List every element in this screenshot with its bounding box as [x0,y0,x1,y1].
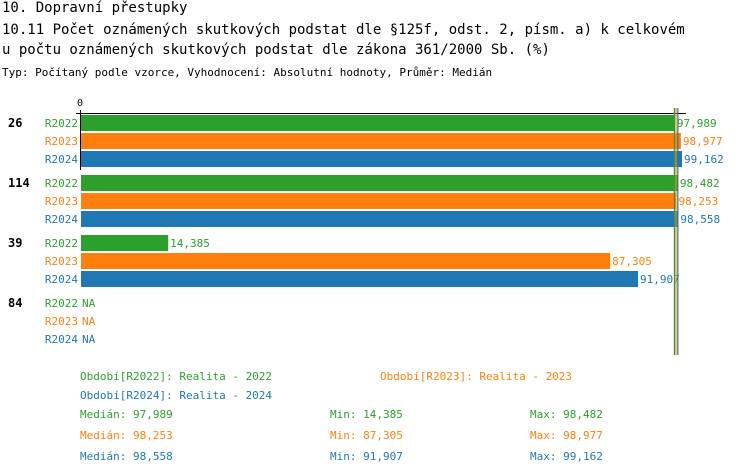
series-label: R2022 [45,177,78,190]
stat-max-r2024: Max: 99,162 [530,450,603,463]
bar [81,151,682,167]
legend-r2023: Období[R2023]: Realita - 2023 [380,370,573,383]
data-label: NA [82,297,96,310]
data-label: NA [82,315,96,328]
data-label: 98,558 [680,213,720,226]
category-label: 114 [8,176,30,190]
x-tick-label: 0 [77,98,83,109]
bar [81,193,677,209]
chart-title: 10.11 Počet oznámených skutkových podsta… [2,22,685,38]
series-label: R2022 [45,117,78,130]
stat-median-r2022: Medián: 97,989 [80,408,173,421]
data-label: 99,162 [684,153,724,166]
chart-title-cont: u počtu oznámených skutkových podstat dl… [2,42,550,58]
data-label: 97,989 [677,117,717,130]
series-label: R2023 [45,195,78,208]
data-label: 87,305 [612,255,652,268]
series-label: R2022 [45,237,78,250]
bar [81,271,639,287]
stat-min-r2024: Min: 91,907 [330,450,403,463]
data-label: 91,907 [640,273,680,286]
bar [81,253,611,269]
chart-subtitle: Typ: Počítaný podle vzorce, Vyhodnocení:… [2,66,493,79]
data-label: 98,253 [678,195,718,208]
category-label: 39 [8,236,22,250]
stat-min-r2023: Min: 87,305 [330,429,403,442]
bar [81,115,675,131]
series-label: R2023 [45,255,78,268]
stat-max-r2023: Max: 98,977 [530,429,603,442]
data-label: 14,385 [170,237,210,250]
legend-r2022: Období[R2022]: Realita - 2022 [80,370,273,383]
series-label: R2024 [45,273,78,286]
stat-median-r2024: Medián: 98,558 [80,450,173,463]
series-label: R2023 [45,135,78,148]
series-label: R2024 [45,153,78,166]
stat-max-r2022: Max: 98,482 [530,408,603,421]
bar [81,133,681,149]
bar [81,235,169,251]
bar [81,211,679,227]
data-label: 98,977 [683,135,723,148]
data-label: NA [82,333,96,346]
stat-min-r2022: Min: 14,385 [330,408,403,421]
category-label: 84 [8,296,22,310]
series-label: R2024 [45,333,78,346]
section-title: 10. Dopravní přestupky [2,0,188,16]
stat-median-r2023: Medián: 98,253 [80,429,173,442]
category-label: 26 [8,116,22,130]
series-label: R2024 [45,213,78,226]
bar [81,175,678,191]
series-label: R2022 [45,297,78,310]
series-label: R2023 [45,315,78,328]
legend-r2024: Období[R2024]: Realita - 2024 [80,389,273,402]
data-label: 98,482 [680,177,720,190]
